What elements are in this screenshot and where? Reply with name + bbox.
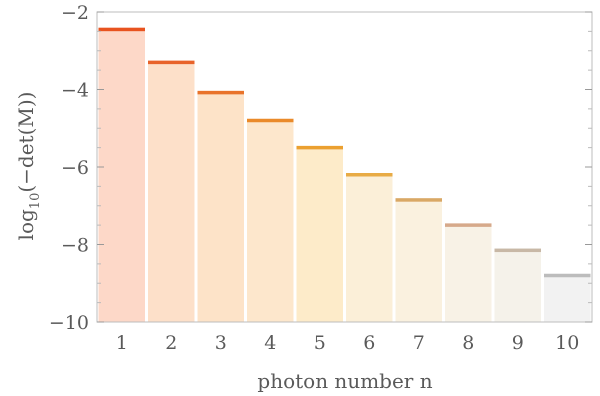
x-tick-label: 7 [413, 332, 425, 354]
bar-cap-5 [296, 145, 343, 150]
y-axis-label-base: log [14, 209, 38, 240]
y-axis-label-subscript: 10 [28, 193, 43, 210]
x-tick-label: 8 [462, 332, 474, 354]
x-tick-label: 4 [264, 332, 276, 354]
bar-cap-3 [197, 90, 244, 95]
x-tick-label: 5 [314, 332, 326, 354]
bar-cap-4 [247, 118, 294, 123]
x-tick-label: 2 [165, 332, 177, 354]
y-tick-label: −8 [61, 235, 89, 257]
bar-cap-1 [98, 27, 145, 32]
bar-6 [346, 174, 393, 322]
x-tick-label: 1 [116, 332, 128, 354]
y-tick-label: −2 [61, 2, 89, 24]
x-tick-label: 9 [512, 332, 524, 354]
bar-cap-8 [445, 223, 492, 227]
bar-7 [395, 199, 442, 322]
y-axis-label-rest: (−det(M)) [14, 92, 38, 193]
bar-1 [98, 29, 145, 322]
bar-9 [494, 250, 541, 322]
y-tick-label: −4 [61, 80, 89, 102]
bar-cap-7 [395, 198, 442, 202]
y-axis-ticks: −10 −8 −6 −4 −2 [49, 2, 592, 334]
bar-10 [544, 275, 591, 322]
bars-group [98, 27, 591, 322]
bar-cap-6 [346, 173, 393, 177]
x-axis-ticks: 1 2 3 4 5 6 7 8 9 10 [116, 332, 580, 354]
bar-4 [247, 120, 294, 322]
x-tick-label: 3 [215, 332, 227, 354]
x-tick-label: 6 [363, 332, 375, 354]
y-tick-label: −6 [61, 157, 89, 179]
bar-cap-10 [544, 273, 591, 278]
y-axis-label: log10(−det(M)) [14, 92, 43, 241]
y-tick-label: −10 [49, 312, 89, 334]
x-tick-label: 10 [555, 332, 579, 354]
bar-2 [148, 62, 195, 322]
x-axis-label: photon number n [257, 369, 432, 393]
bar-8 [445, 225, 492, 322]
bar-cap-2 [148, 60, 195, 65]
bar-3 [197, 92, 244, 322]
bar-cap-9 [494, 248, 541, 253]
bar-5 [296, 147, 343, 322]
